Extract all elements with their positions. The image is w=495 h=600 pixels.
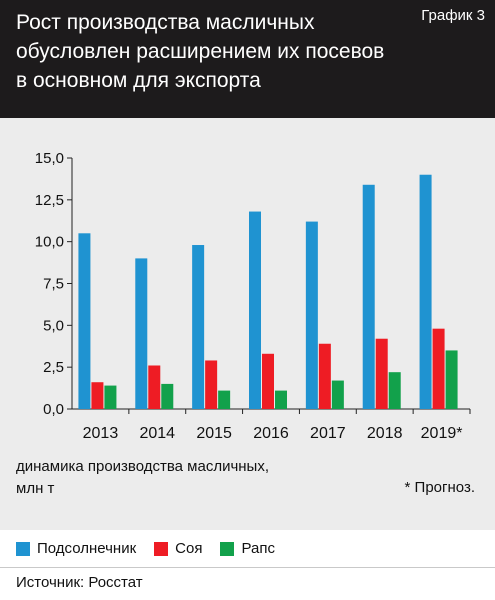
bar-2-6 [445, 350, 458, 409]
title-line: Рост производства масличных [16, 11, 315, 34]
bar-1-1 [148, 365, 161, 409]
bar-2-0 [104, 385, 117, 409]
legend-item-sunflower: Подсолнечник [16, 540, 136, 557]
units-note: динамика производства масличных, млн т [16, 456, 269, 500]
y-tick-label: 2,5 [43, 359, 64, 376]
forecast-footnote: * Прогноз. [404, 479, 475, 496]
x-tick-label: 2018 [367, 425, 403, 442]
bar-1-2 [205, 360, 218, 409]
legend-label-soy: Соя [175, 540, 203, 557]
y-tick-label: 7,5 [43, 276, 64, 293]
x-tick-label: 2017 [310, 425, 346, 442]
bar-1-3 [262, 353, 274, 409]
y-tick-label: 0,0 [43, 401, 64, 418]
legend-swatch-rapeseed [220, 541, 235, 556]
bar-2-2 [218, 390, 231, 409]
y-tick-label: 12,5 [35, 192, 64, 209]
y-tick-label: 15,0 [35, 150, 64, 167]
y-tick-label: 5,0 [43, 317, 64, 334]
bar-1-5 [375, 338, 388, 409]
x-tick-label: 2014 [139, 425, 175, 442]
x-tick-label: 2015 [196, 425, 232, 442]
bar-0-4 [305, 221, 318, 409]
bar-0-2 [192, 245, 205, 409]
source-divider [0, 567, 495, 568]
legend-item-soy: Соя [154, 540, 202, 557]
chart-number-label: График 3 [421, 7, 485, 24]
title-line: обусловлен расширением их посевов [16, 40, 385, 63]
x-tick-label: 2013 [83, 425, 119, 442]
x-tick-label: 2019* [421, 425, 463, 442]
x-tick-label: 2016 [253, 425, 289, 442]
y-tick-label: 10,0 [35, 234, 64, 251]
header-band: Рост производства масличных обусловлен р… [0, 0, 495, 118]
legend-swatch-sunflower [16, 541, 30, 556]
bar-0-3 [249, 211, 261, 409]
bar-chart: 0,0 2,5 5,0 7,5 10,0 12,5 15,0 2013 2014 2015 2016… [35, 150, 471, 442]
legend-swatch-soy [154, 541, 169, 556]
units-note-line: динамика производства масличных, [16, 458, 269, 475]
bar-1-0 [91, 382, 104, 409]
bar-2-4 [331, 380, 344, 409]
bar-2-3 [275, 390, 287, 409]
legend-item-rapeseed: Рапс [220, 540, 275, 557]
bar-0-0 [78, 233, 91, 409]
bar-0-5 [362, 184, 375, 409]
legend-label-rapeseed: Рапс [241, 540, 275, 557]
bar-1-4 [318, 343, 331, 409]
legend-label-sunflower: Подсолнечник [37, 540, 137, 557]
bar-1-6 [432, 328, 445, 409]
bar-2-5 [388, 372, 401, 409]
units-note-line: млн т [16, 480, 55, 497]
legend: Подсолнечник Соя Рапс [16, 540, 275, 557]
title-line: в основном для экспорта [16, 69, 261, 92]
chart-title: Рост производства масличных обусловлен р… [16, 8, 416, 95]
bar-0-6 [419, 174, 432, 409]
bar-0-1 [135, 258, 148, 409]
source-note: Источник: Росстат [16, 574, 143, 591]
bar-2-1 [161, 383, 174, 409]
